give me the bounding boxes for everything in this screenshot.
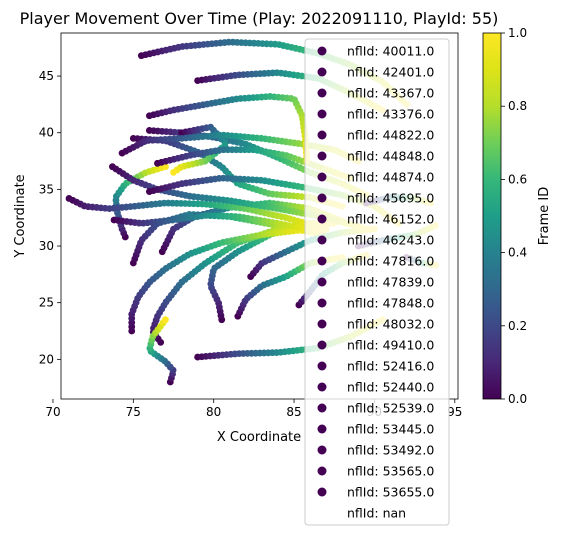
- legend-label: nflId: 47839.0: [347, 275, 434, 290]
- legend-marker: [317, 466, 327, 476]
- legend-marker: [317, 277, 327, 287]
- legend-marker: [317, 172, 327, 182]
- y-tick-label: 20: [39, 352, 54, 366]
- legend-label: nflId: 44822.0: [347, 128, 434, 143]
- colorbar-tick-label: 0.8: [508, 99, 527, 113]
- legend-label: nflId: 52416.0: [347, 359, 434, 374]
- plot-frame: [60, 32, 459, 400]
- legend-label: nflId: 48032.0: [347, 317, 434, 332]
- y-axis-ticks: 20 25 30 35 40 45: [39, 69, 61, 366]
- colorbar-tick-label: 0.6: [508, 172, 527, 186]
- legend-label: nflId: 47848.0: [347, 296, 434, 311]
- legend-marker: [317, 424, 327, 434]
- legend-label: nflId: 45695.0: [347, 191, 434, 206]
- y-tick-label: 40: [39, 126, 54, 140]
- legend-marker: [317, 340, 327, 350]
- legend-marker: [317, 256, 327, 266]
- legend: nflId: 40011.0 nflId: 42401.0 nflId: 43367…: [304, 38, 450, 526]
- x-tick-label: 80: [206, 405, 221, 419]
- legend-label: nflId: 49410.0: [347, 338, 434, 353]
- legend-label: nflId: 53655.0: [347, 485, 434, 500]
- legend-marker: [317, 382, 327, 392]
- legend-marker: [317, 88, 327, 98]
- y-tick-label: 45: [39, 69, 54, 83]
- y-tick-label: 30: [39, 239, 54, 253]
- chart-title: Player Movement Over Time (Play: 2022091…: [20, 9, 499, 28]
- legend-marker: [317, 46, 327, 56]
- x-tick-label: 75: [126, 405, 141, 419]
- legend-box: [304, 38, 450, 526]
- legend-marker: [317, 487, 327, 497]
- legend-marker: [317, 130, 327, 140]
- y-axis-label: Y Coordinate: [13, 174, 28, 258]
- legend-label: nflId: 52440.0: [347, 380, 434, 395]
- legend-marker: [317, 298, 327, 308]
- legend-label: nflId: 42401.0: [347, 65, 434, 80]
- scatter-point: [162, 316, 169, 324]
- legend-label: nflId: 44874.0: [347, 170, 434, 185]
- legend-marker: [317, 109, 327, 119]
- colorbar-tick-label: 1.0: [508, 26, 527, 40]
- legend-label: nflId: 52539.0: [347, 401, 434, 416]
- legend-marker: [317, 235, 327, 245]
- legend-marker: [317, 319, 327, 329]
- legend-label: nflId: 44848.0: [347, 149, 434, 164]
- legend-label: nflId: 40011.0: [347, 44, 434, 59]
- legend-marker: [317, 445, 327, 455]
- colorbar-tick-label: 0.2: [508, 319, 527, 333]
- x-tick-label: 95: [447, 405, 462, 419]
- legend-label: nflId: 46243.0: [347, 233, 434, 248]
- legend-label: nflId: 43376.0: [347, 107, 434, 122]
- x-tick-label: 85: [286, 405, 301, 419]
- legend-label: nflId: 53565.0: [347, 464, 434, 479]
- legend-label: nflId: 53445.0: [347, 422, 434, 437]
- scatter-point: [170, 168, 177, 176]
- legend-label: nflId: 53492.0: [347, 443, 434, 458]
- x-tick-label: 70: [45, 405, 60, 419]
- x-axis-label: X Coordinate: [217, 430, 301, 445]
- legend-marker: [317, 67, 327, 77]
- y-tick-label: 35: [39, 182, 54, 196]
- legend-marker: [317, 151, 327, 161]
- colorbar-tick-label: 0.0: [508, 392, 527, 406]
- y-tick-label: 25: [39, 296, 54, 310]
- colorbar-tick-label: 0.4: [508, 246, 527, 260]
- legend-marker: [317, 403, 327, 413]
- legend-marker: [317, 361, 327, 371]
- legend-marker: [317, 193, 327, 203]
- legend-label: nflId: 47816.0: [347, 254, 434, 269]
- colorbar-gradient: [482, 32, 502, 400]
- scatter-point: [162, 163, 169, 171]
- legend-label: nflId: 43367.0: [347, 86, 434, 101]
- legend-label: nflId: 46152.0: [347, 212, 434, 227]
- colorbar: 0.0 0.2 0.4 0.6 0.8 1.0 Frame ID: [482, 26, 552, 406]
- colorbar-label: Frame ID: [537, 187, 552, 245]
- legend-marker: [317, 214, 327, 224]
- legend-label: nflId: nan: [347, 506, 406, 521]
